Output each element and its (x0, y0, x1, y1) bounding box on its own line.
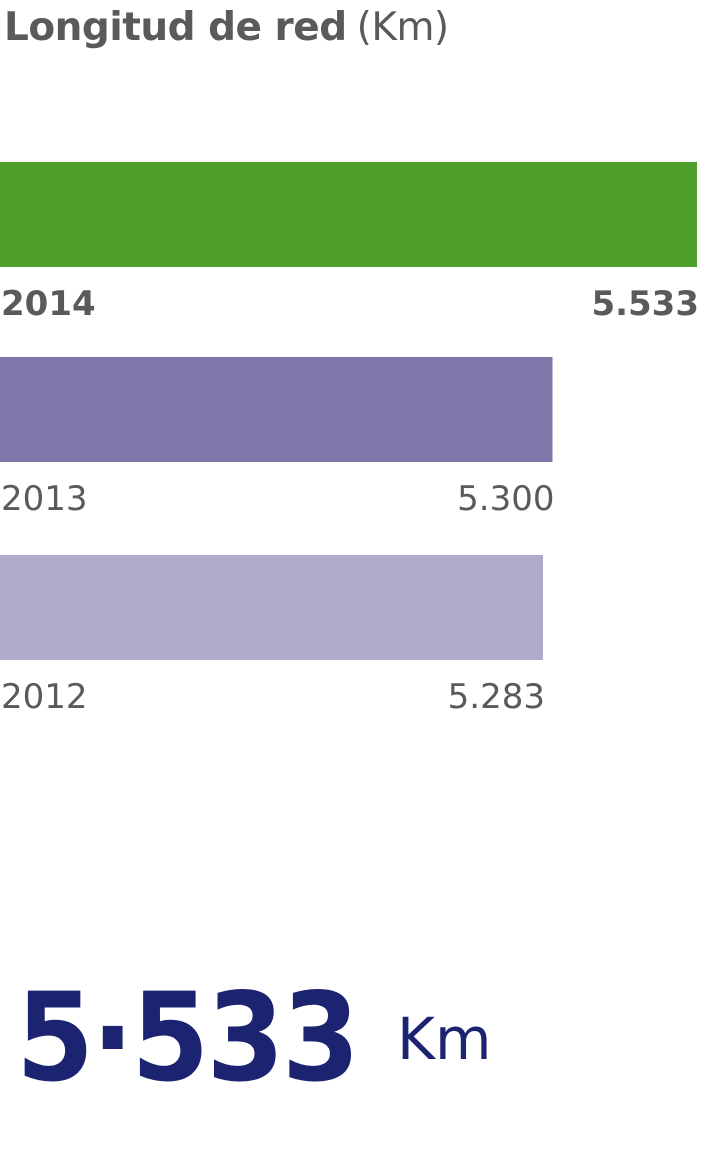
chart-title-text: Longitud de red (4, 5, 347, 50)
chart-title-unit: (Km) (356, 5, 450, 50)
value-label-2013: 5.300 (457, 479, 554, 519)
bar-chart: 2014 5.533 2013 5.300 2012 5.283 (0, 162, 699, 717)
chart-title: Longitud de red (Km) (4, 2, 449, 54)
bar-2013 (0, 357, 553, 462)
bar-2012 (0, 555, 544, 660)
value-label-2012: 5.283 (448, 677, 545, 717)
total-length: 5·533 Km (16, 967, 492, 1109)
total-value: 5·533 (16, 967, 360, 1109)
category-label-2013: 2013 (1, 479, 88, 519)
bar-2014 (0, 162, 697, 267)
category-label-2012: 2012 (1, 677, 88, 717)
value-label-2014: 5.533 (591, 284, 699, 324)
total-unit: Km (397, 1005, 492, 1073)
category-label-2014: 2014 (1, 284, 96, 324)
